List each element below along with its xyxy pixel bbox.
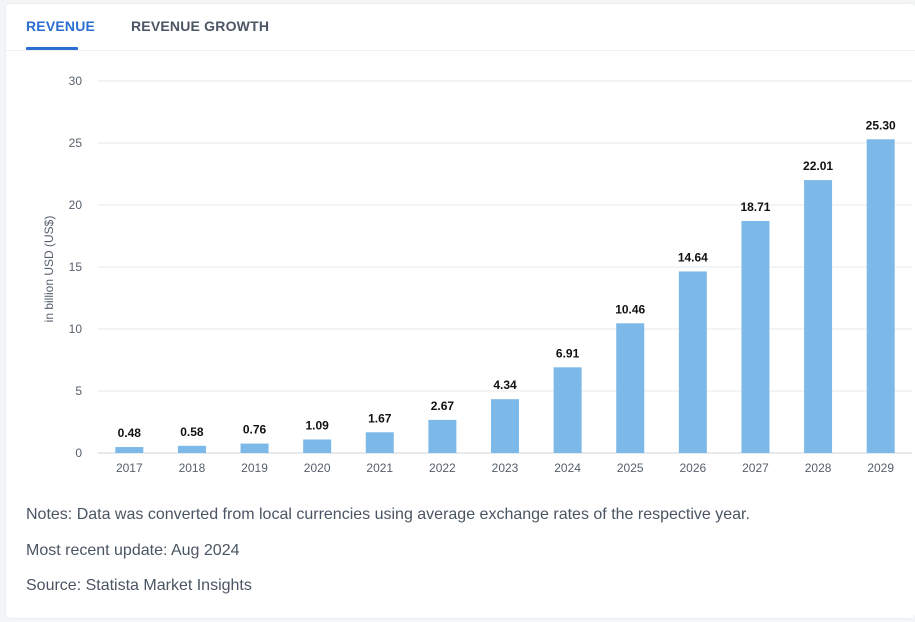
bar-2029[interactable] [866, 139, 895, 453]
x-axis-ticks: 2017 2018 2019 2020 2021 2022 2023 2024 2025 2026… [116, 461, 894, 475]
bar-2018[interactable] [177, 445, 206, 453]
data-label-2024: 6.91 [556, 346, 580, 360]
notes-text: Notes: Data was converted from local cur… [26, 506, 750, 523]
x-tick-label-2019: 2019 [241, 461, 268, 475]
data-label-2029: 25.30 [866, 118, 896, 132]
data-label-2019: 0.76 [243, 423, 267, 437]
grid-lines [98, 80, 912, 454]
data-label-2018: 0.58 [180, 425, 204, 439]
bar-2017[interactable] [115, 447, 144, 453]
bar-2021[interactable] [365, 432, 394, 453]
x-tick-label-2017: 2017 [116, 461, 143, 475]
x-tick-label-2027: 2027 [742, 461, 769, 475]
data-labels: 0.48 0.58 0.76 1.09 1.67 2.67 4.34 6.91 10.46 14.… [118, 118, 896, 440]
x-tick-label-2022: 2022 [429, 461, 456, 475]
bar-2025[interactable] [616, 323, 645, 453]
data-label-2021: 1.67 [368, 411, 392, 425]
bar-2024[interactable] [553, 367, 582, 453]
y-tick-label: 30 [69, 74, 83, 88]
y-tick-label: 10 [69, 322, 83, 336]
x-tick-label-2028: 2028 [805, 461, 832, 475]
bar-2019[interactable] [240, 443, 269, 453]
x-tick-label-2024: 2024 [554, 461, 581, 475]
tab-revenue[interactable]: REVENUE [26, 18, 96, 34]
y-tick-label: 15 [69, 260, 83, 274]
y-tick-label: 25 [69, 136, 83, 150]
y-axis-label: in billion USD (US$) [42, 216, 56, 323]
bar-2020[interactable] [303, 439, 332, 453]
bars [115, 139, 895, 454]
data-label-2023: 4.34 [493, 378, 517, 392]
data-label-2022: 2.67 [431, 399, 455, 413]
y-axis-ticks: 0 5 10 15 20 25 30 [69, 74, 83, 460]
update-text: Most recent update: Aug 2024 [26, 542, 240, 559]
data-label-2028: 22.01 [803, 159, 833, 173]
data-label-2027: 18.71 [740, 200, 770, 214]
bar-2023[interactable] [491, 399, 519, 453]
data-label-2026: 14.64 [678, 250, 708, 264]
data-label-2025: 10.46 [615, 302, 645, 316]
x-tick-label-2021: 2021 [366, 461, 393, 475]
x-tick-label-2018: 2018 [179, 461, 206, 475]
bar-2027[interactable] [741, 220, 770, 453]
chart-card: REVENUE REVENUE GROWTH 0 5 10 15 20 25 30 0.48… [6, 4, 915, 618]
x-tick-label-2023: 2023 [492, 461, 519, 475]
y-tick-label: 0 [75, 446, 82, 460]
source-text: Source: Statista Market Insights [26, 577, 252, 594]
tab-revenue-growth[interactable]: REVENUE GROWTH [131, 18, 270, 34]
data-label-2017: 0.48 [118, 426, 142, 440]
y-tick-label: 20 [69, 198, 83, 212]
y-tick-label: 5 [75, 384, 82, 398]
active-tab-indicator [26, 47, 78, 50]
tab-bar: REVENUE REVENUE GROWTH [6, 4, 915, 51]
x-tick-label-2029: 2029 [867, 461, 894, 475]
bar-2026[interactable] [678, 271, 707, 453]
data-label-2020: 1.09 [305, 418, 329, 432]
bar-2028[interactable] [804, 180, 833, 454]
x-tick-label-2026: 2026 [679, 461, 706, 475]
x-tick-label-2020: 2020 [304, 461, 331, 475]
x-tick-label-2025: 2025 [617, 461, 644, 475]
bar-2022[interactable] [428, 419, 457, 453]
